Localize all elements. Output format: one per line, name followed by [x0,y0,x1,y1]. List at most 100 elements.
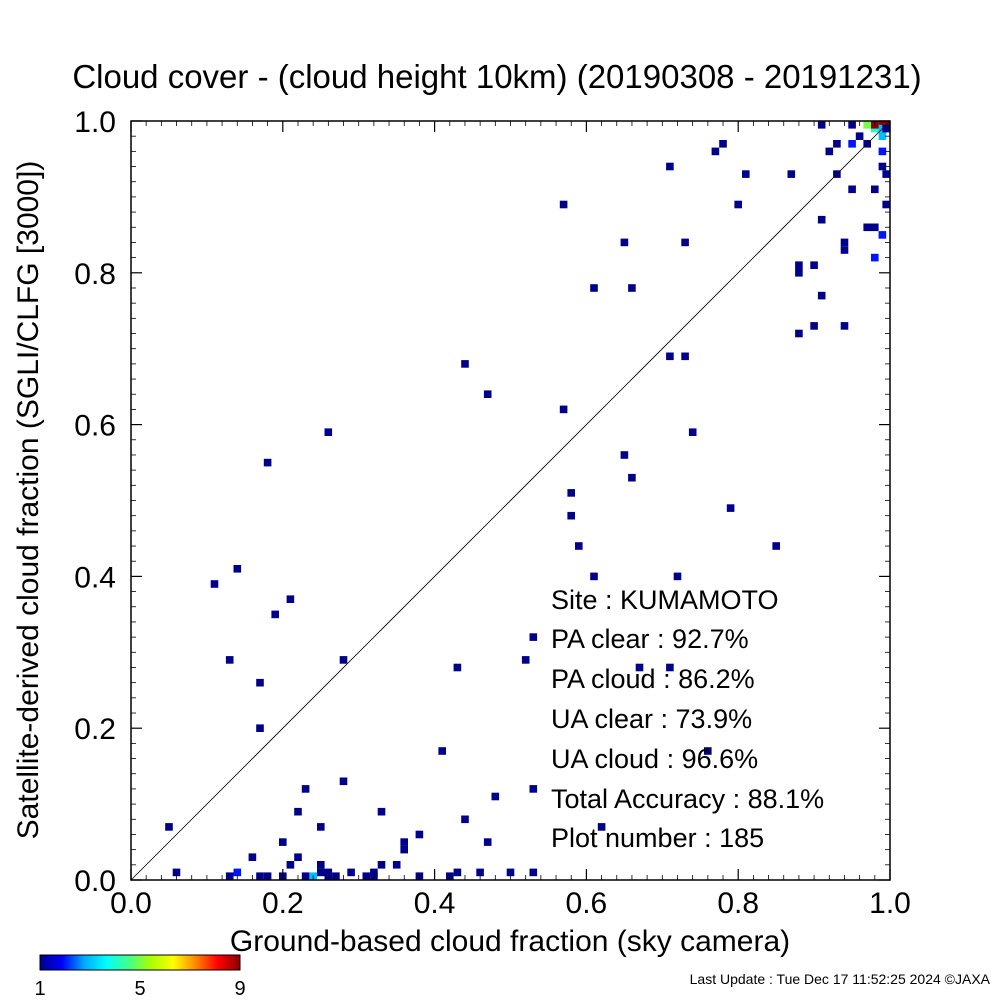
data-point [279,838,287,846]
data-point [810,322,818,330]
data-point [882,200,890,209]
data-point [795,261,803,269]
y-tick-label: 0.4 [74,561,116,594]
data-point [461,360,469,368]
x-tick-label: 0.0 [110,887,152,920]
data-point [848,185,856,194]
data-point [347,868,355,877]
data-point [635,663,644,672]
data-point [855,132,864,140]
x-axis-label: Ground-based cloud fraction (sky camera) [230,925,790,958]
data-point [871,223,879,232]
data-point [529,785,538,793]
stats-plot-number: Plot number : 185 [551,823,764,853]
y-tick-label: 0.0 [74,865,116,898]
stats-ua-cloud: UA cloud : 96.6% [551,744,758,774]
data-point [810,261,818,269]
data-point [317,861,325,869]
y-tick-label: 0.2 [74,713,116,746]
data-point [172,868,181,877]
x-tick-label: 0.2 [262,887,304,920]
data-point [575,542,583,550]
x-tick-label: 1.0 [869,887,911,920]
data-point [840,246,849,254]
data-point [483,838,492,846]
data-point [878,162,887,171]
stats-pa-cloud: PA cloud : 86.2% [551,664,755,694]
colorbar-labels: 1 5 9 [34,978,245,1000]
colorbar [39,954,241,971]
data-point [825,147,834,156]
data-point [559,405,568,414]
x-tick-label: 0.6 [566,887,608,920]
data-point [339,777,348,786]
data-point [559,200,568,209]
data-point [871,185,879,194]
data-point [301,872,310,880]
data-point [317,823,325,831]
data-point [225,656,234,664]
data-point [878,147,887,156]
data-point [332,872,340,880]
data-point [476,868,484,877]
data-point [597,823,606,831]
data-point [871,253,879,262]
data-point [772,542,780,550]
data-point [704,747,712,755]
data-point [742,170,750,178]
data-point [681,238,689,247]
data-point [795,329,803,338]
data-point [377,807,386,816]
data-point [673,572,682,581]
one-to-one-line [130,120,891,881]
data-point [848,140,856,148]
points-layer [165,121,890,880]
stats-ua-clear: UA clear : 73.9% [551,704,752,734]
data-point [324,428,333,436]
data-point [795,269,803,277]
data-point [400,845,408,854]
data-point [878,231,887,239]
data-point [666,352,674,361]
stats-site: Site : KUMAMOTO [551,585,779,615]
data-point [521,656,530,664]
data-point [688,428,697,436]
data-point [301,785,310,793]
data-point [248,853,257,861]
data-point [294,853,302,861]
data-point [620,238,629,247]
data-point [483,390,492,398]
data-point [271,610,279,619]
data-point [711,147,720,156]
stats-pa-clear: PA clear : 92.7% [551,624,749,654]
stats-box: Site : KUMAMOTO PA clear : 92.7% PA clou… [551,585,824,853]
data-point [294,807,302,816]
data-point [233,868,242,877]
y-tick-label: 0.6 [74,410,116,443]
data-point [438,747,446,755]
data-point [817,215,826,224]
data-point [681,352,689,361]
data-point [286,861,295,869]
data-point [726,504,735,512]
data-point [666,663,674,672]
data-point [848,121,856,129]
ticks-layer: 0.0 0.2 0.4 0.6 0.8 1.0 0.0 0.2 0.4 0.6 0.8 1.0 [74,106,911,920]
data-point [863,121,871,129]
y-tick-label: 1.0 [74,106,116,139]
y-axis-label: Satellite-derived cloud fraction (SGLI/C… [12,161,45,840]
data-point [491,792,500,801]
data-point [256,872,264,880]
data-point [263,458,272,467]
last-update-text: Last Update : Tue Dec 17 11:52:25 2024 ©… [690,971,991,987]
data-point [165,823,173,831]
data-point [840,322,849,330]
data-point [339,656,348,664]
data-point [817,121,826,129]
chart-title: Cloud cover - (cloud height 10km) (20190… [72,58,921,95]
data-point [415,830,424,839]
data-point [882,124,890,133]
data-point [666,162,674,171]
colorbar-tick-label: 5 [134,978,145,1000]
y-tick-label: 0.8 [74,258,116,291]
